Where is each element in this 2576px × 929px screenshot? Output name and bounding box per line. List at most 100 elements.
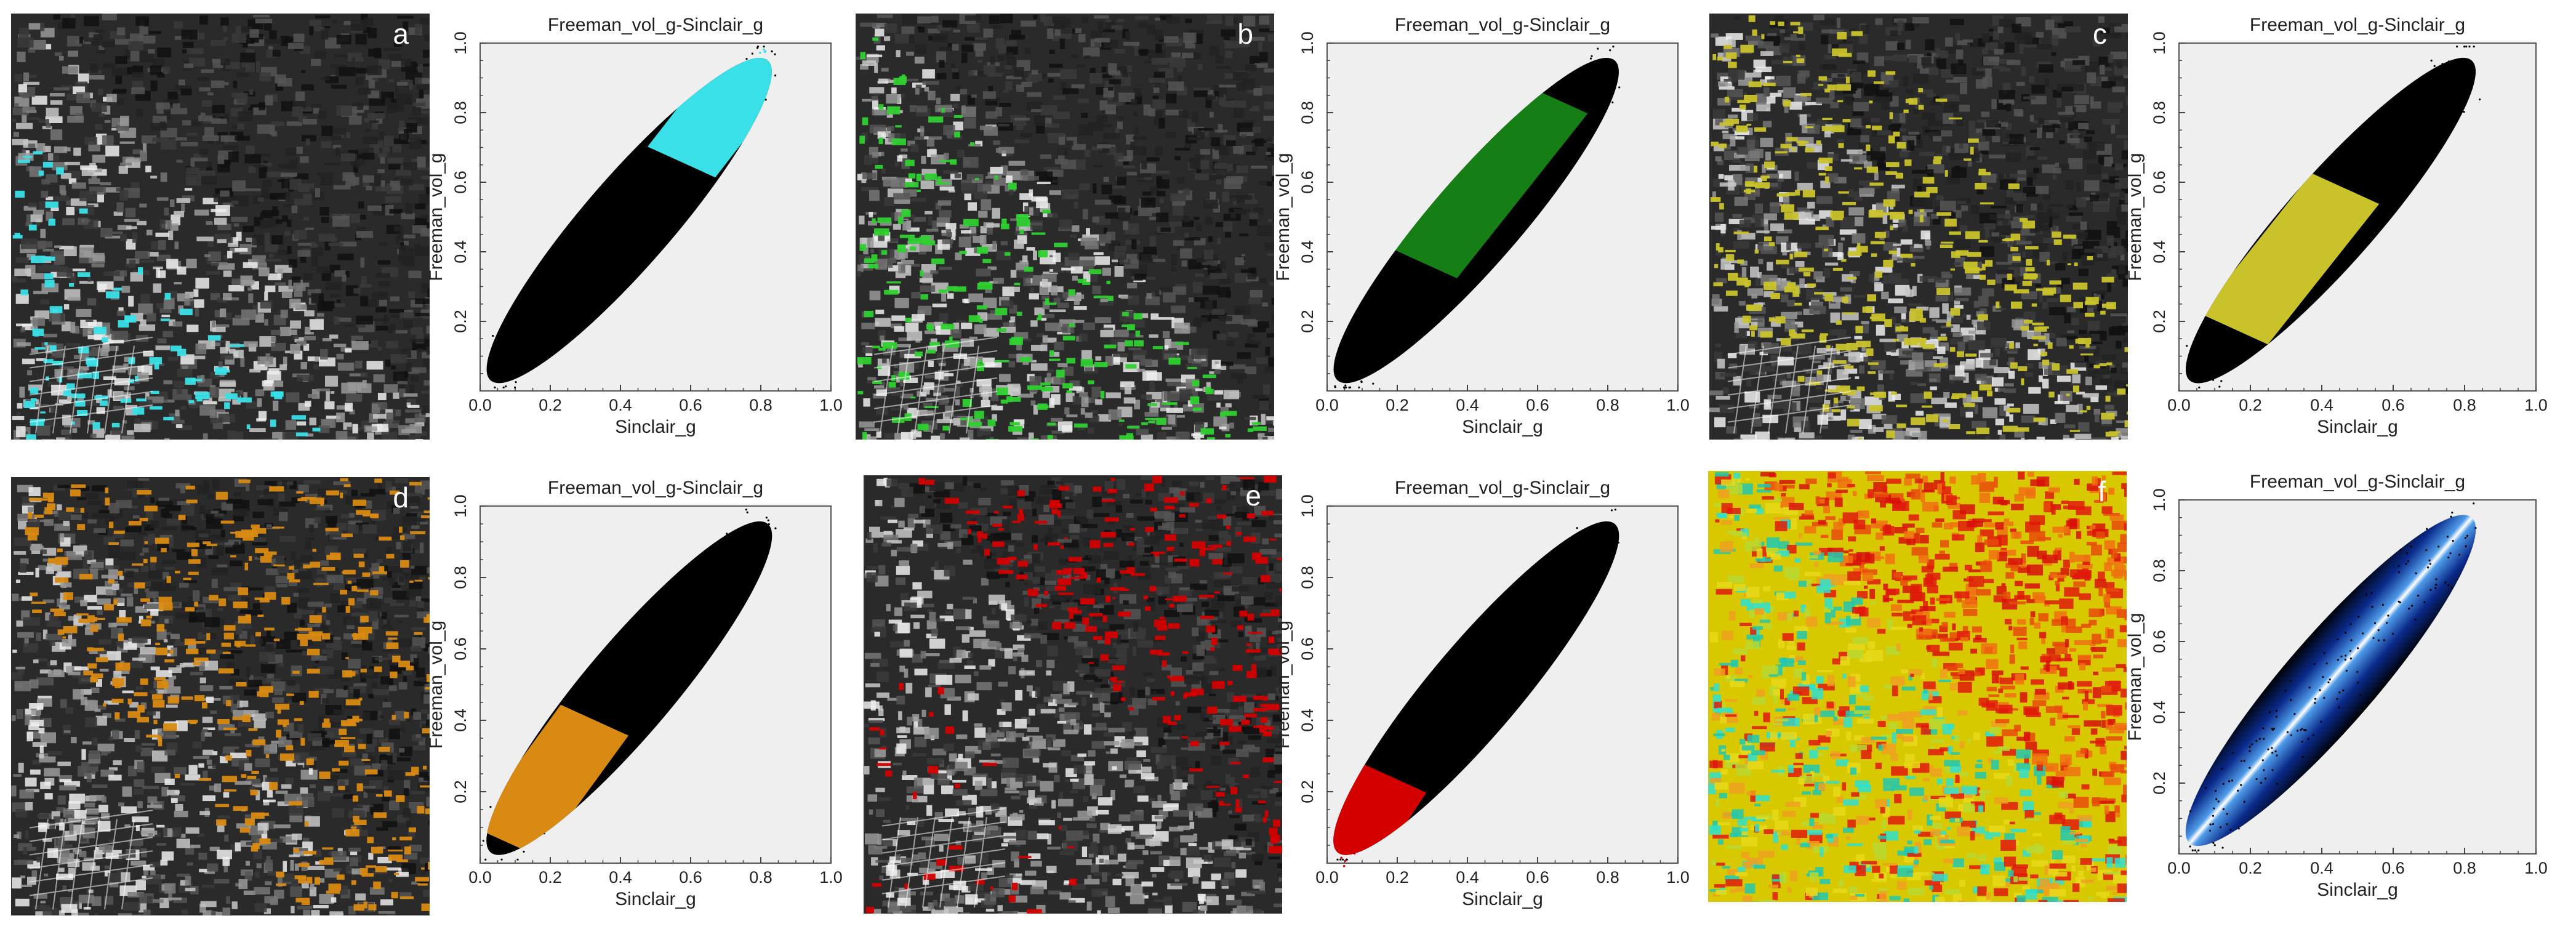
- scatter-plot-a: Freeman_vol_g-Sinclair_g 0.0 0.2 0.4 0.6 0.8 1…: [426, 6, 849, 446]
- scatter-svg-a: Freeman_vol_g-Sinclair_g 0.0 0.2 0.4 0.6 0.8 1…: [426, 15, 843, 437]
- y-tick-label: 0.4: [451, 240, 470, 263]
- scatter-svg-e: Freeman_vol_g-Sinclair_g 0.0 0.2 0.4 0.6 0.8 1…: [1273, 478, 1690, 909]
- x-tick-label: 0.2: [539, 396, 562, 414]
- highlight-points: [1339, 790, 1384, 867]
- y-axis-title: Freeman_vol_g: [1273, 621, 1293, 749]
- highlight-region: [1389, 82, 1588, 279]
- y-tick-label: 0.8: [451, 566, 470, 589]
- y-tick-label: 0.8: [1298, 101, 1317, 124]
- map-panel-a: a: [11, 14, 430, 440]
- y-axis-title: Freeman_vol_g: [426, 153, 446, 281]
- map-panel-d: d: [11, 477, 430, 915]
- y-tick-label: 0.2: [1298, 310, 1317, 333]
- x-tick-label: 1.0: [1666, 396, 1690, 414]
- y-tick-label: 0.2: [2150, 310, 2169, 333]
- x-tick-label: 0.8: [1596, 868, 1619, 887]
- x-axis-title: Sinclair_g: [1462, 417, 1543, 437]
- map-texture: [856, 14, 1274, 440]
- map-texture: [1709, 14, 2128, 440]
- x-tick-label: 0.4: [1456, 868, 1479, 887]
- x-tick-label: 0.8: [749, 868, 772, 887]
- y-tick-label: 0.8: [2150, 101, 2169, 124]
- y-tick-label: 0.6: [2150, 171, 2169, 194]
- point-cloud: [1333, 521, 1619, 855]
- y-axis-title: Freeman_vol_g: [2125, 153, 2145, 281]
- y-axis-title: Freeman_vol_g: [426, 621, 446, 749]
- x-tick-label: 0.6: [1526, 396, 1549, 414]
- y-tick-label: 0.8: [2150, 559, 2169, 582]
- map-panel-e: e: [864, 475, 1282, 914]
- map-image-f: [1708, 471, 2127, 902]
- y-tick-label: 0.4: [2150, 701, 2169, 724]
- map-highlight: [1710, 15, 2128, 440]
- map-image-a: [11, 14, 430, 440]
- scatter-svg-f: Freeman_vol_g-Sinclair_g 0.0 0.2 0.4 0.6 0.8 1…: [2125, 472, 2548, 900]
- y-tick-label: 0.4: [451, 709, 470, 732]
- map-field-grid: [29, 810, 153, 910]
- x-tick-label: 0.2: [2239, 396, 2262, 414]
- y-axis-title: Freeman_vol_g: [1273, 153, 1293, 281]
- scatter-plot-e: Freeman_vol_g-Sinclair_g 0.0 0.2 0.4 0.6 0.8 1…: [1273, 469, 1696, 919]
- y-tick-label: 0.6: [1298, 171, 1317, 194]
- highlight-points: [1436, 105, 1546, 255]
- panel-letter-f: f: [2098, 475, 2106, 507]
- x-tick-label: 0.8: [2453, 396, 2476, 414]
- x-tick-label: 0.0: [468, 868, 492, 887]
- map-highlight: [865, 475, 1282, 914]
- x-tick-label: 0.4: [609, 868, 632, 887]
- y-tick-label: 0.4: [1298, 240, 1317, 263]
- chart-title: Freeman_vol_g-Sinclair_g: [548, 15, 763, 35]
- x-tick-label: 0.4: [1456, 396, 1479, 414]
- map-image-b: [856, 14, 1274, 440]
- x-axis-title: Sinclair_g: [2317, 417, 2398, 437]
- y-tick-label: 1.0: [1298, 31, 1317, 55]
- density-cloud: [2185, 515, 2476, 847]
- x-tick-label: 1.0: [2524, 859, 2548, 877]
- chart-title: Freeman_vol_g-Sinclair_g: [1395, 478, 1610, 498]
- map-field-grid: [873, 336, 998, 434]
- y-tick-label: 1.0: [2150, 31, 2169, 55]
- x-tick-label: 0.2: [1386, 396, 1409, 414]
- x-tick-label: 0.6: [1526, 868, 1549, 887]
- map-image-e: [864, 475, 1282, 914]
- chart-title: Freeman_vol_g-Sinclair_g: [1395, 15, 1610, 35]
- y-tick-label: 0.6: [2150, 630, 2169, 653]
- panel-letter-a: a: [393, 18, 409, 50]
- panel-letter-c: c: [2093, 18, 2107, 50]
- x-tick-label: 0.8: [2453, 859, 2476, 877]
- scatter-plot-f: Freeman_vol_g-Sinclair_g 0.0 0.2 0.4 0.6 0.8 1…: [2125, 463, 2554, 909]
- x-tick-label: 1.0: [819, 868, 843, 887]
- x-tick-label: 0.0: [2167, 396, 2191, 414]
- map-image-c: [1709, 14, 2128, 440]
- x-axis-title: Sinclair_g: [2317, 880, 2398, 900]
- map-panel-b: b: [856, 14, 1274, 440]
- y-tick-label: 1.0: [451, 494, 470, 518]
- scatter-svg-b: Freeman_vol_g-Sinclair_g 0.0 0.2 0.4 0.6 0.8 1…: [1273, 15, 1690, 437]
- map-panel-f: f: [1708, 471, 2127, 902]
- y-tick-label: 0.2: [451, 310, 470, 333]
- map-image-d: [11, 477, 430, 915]
- scatter-plot-b: Freeman_vol_g-Sinclair_g 0.0 0.2 0.4 0.6 0.8 1…: [1273, 6, 1696, 446]
- x-axis-title: Sinclair_g: [615, 417, 696, 437]
- highlight-points: [515, 728, 587, 840]
- x-tick-label: 0.4: [609, 396, 632, 414]
- scatter-plot-c: Freeman_vol_g-Sinclair_g 0.0 0.2 0.4 0.6 0.8 1…: [2125, 6, 2554, 446]
- y-tick-label: 0.8: [451, 101, 470, 124]
- y-tick-label: 1.0: [451, 31, 470, 55]
- highlight-region: [2200, 173, 2380, 345]
- chart-title: Freeman_vol_g-Sinclair_g: [548, 478, 763, 498]
- x-tick-label: 0.2: [2239, 859, 2262, 877]
- y-tick-label: 0.8: [1298, 566, 1317, 589]
- y-tick-label: 0.6: [451, 637, 470, 661]
- x-tick-label: 0.4: [2310, 859, 2333, 877]
- scatter-svg-d: Freeman_vol_g-Sinclair_g 0.0 0.2 0.4 0.6 0.8 1…: [426, 478, 843, 909]
- x-tick-label: 0.8: [1596, 396, 1619, 414]
- x-tick-label: 1.0: [2524, 396, 2548, 414]
- y-tick-label: 0.2: [2150, 771, 2169, 795]
- highlight-points: [2245, 193, 2336, 319]
- x-axis-title: Sinclair_g: [615, 889, 696, 909]
- x-tick-label: 1.0: [1666, 868, 1690, 887]
- y-tick-label: 1.0: [2150, 488, 2169, 512]
- scatter-plot-d: Freeman_vol_g-Sinclair_g 0.0 0.2 0.4 0.6 0.8 1…: [426, 469, 849, 919]
- chart-title: Freeman_vol_g-Sinclair_g: [2250, 472, 2465, 492]
